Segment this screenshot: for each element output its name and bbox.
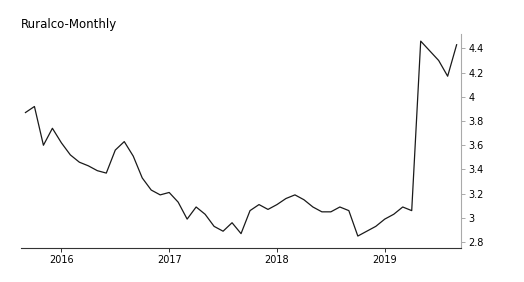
Text: Ruralco-Monthly: Ruralco-Monthly: [21, 18, 117, 31]
